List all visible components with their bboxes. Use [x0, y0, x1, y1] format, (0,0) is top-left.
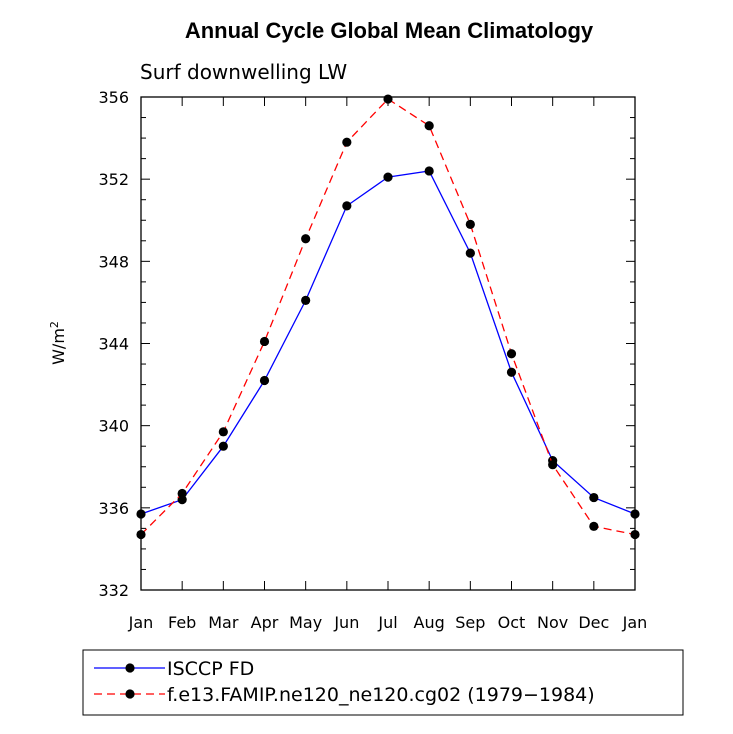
data-point — [218, 427, 228, 437]
y-tick-label: 332 — [98, 581, 129, 600]
x-tick-label: Apr — [251, 613, 279, 632]
plot-frame — [140, 96, 636, 591]
x-tick-labels: Jan Feb Mar Apr May Jun Jul Aug Sep Oct Nov Dec Jan — [128, 613, 648, 632]
data-point — [301, 234, 311, 244]
data-point — [465, 248, 475, 258]
x-tick-label: Jan — [622, 613, 648, 632]
data-point — [177, 488, 187, 499]
y-tick-label: 340 — [98, 417, 129, 436]
y-axis-label-text: W/m — [49, 328, 68, 365]
x-tick-label: May — [289, 613, 322, 632]
data-point — [589, 492, 599, 503]
legend-box — [82, 649, 684, 716]
data-point — [630, 509, 640, 519]
series-line — [140, 170, 636, 515]
legend-label: ISCCP FD — [167, 658, 254, 680]
y-tick-label: 348 — [98, 252, 129, 271]
data-point — [630, 529, 640, 540]
data-point — [301, 295, 311, 305]
x-tick-label: Nov — [537, 613, 568, 632]
data-point — [342, 201, 352, 211]
chart-subtitle: Surf downwelling LW — [140, 60, 347, 84]
data-point — [465, 219, 475, 229]
x-tick-label: Sep — [455, 613, 485, 632]
series-group — [136, 94, 640, 540]
y-tick-label: 336 — [98, 499, 129, 518]
series-line — [140, 98, 636, 536]
data-point — [589, 521, 599, 531]
x-tick-label: Jul — [377, 613, 397, 632]
legend-marker — [125, 689, 135, 699]
data-point — [506, 367, 517, 377]
x-tick-label: Jan — [128, 613, 154, 632]
axis-ticks — [140, 96, 636, 591]
x-tick-label: Aug — [414, 613, 445, 632]
y-axis-label: W/m2 — [48, 321, 68, 365]
data-point — [548, 460, 558, 470]
chart-title: Annual Cycle Global Mean Climatology — [185, 18, 594, 43]
data-point — [383, 172, 393, 182]
data-point — [136, 529, 146, 540]
legend-label: f.e13.FAMIP.ne120_ne120.cg02 (1979−1984) — [167, 684, 595, 706]
data-point — [218, 441, 228, 451]
data-point — [383, 94, 393, 104]
y-tick-labels: 332 336 340 344 348 352 356 — [98, 88, 129, 600]
data-point — [259, 336, 270, 347]
data-point — [259, 375, 270, 386]
y-tick-label: 356 — [98, 88, 129, 107]
data-point — [342, 137, 352, 147]
x-tick-label: Jun — [333, 613, 359, 632]
data-point — [506, 349, 517, 359]
y-tick-label: 344 — [98, 335, 129, 354]
data-point — [136, 509, 146, 519]
x-tick-label: Dec — [578, 613, 609, 632]
legend-marker — [125, 663, 135, 673]
data-point — [424, 166, 434, 176]
y-tick-label: 352 — [98, 170, 129, 189]
x-tick-label: Oct — [498, 613, 526, 632]
x-tick-label: Feb — [168, 613, 196, 632]
y-axis-label-superscript: 2 — [48, 321, 61, 328]
data-point — [424, 121, 434, 131]
x-tick-label: Mar — [208, 613, 239, 632]
legend: ISCCP FD f.e13.FAMIP.ne120_ne120.cg02 (19… — [94, 658, 595, 706]
